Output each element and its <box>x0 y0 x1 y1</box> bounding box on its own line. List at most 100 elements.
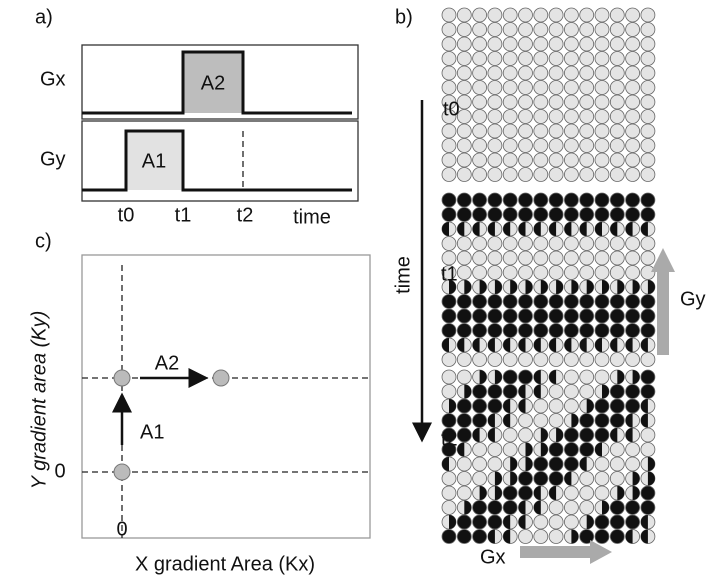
spin <box>564 207 579 222</box>
spin <box>609 456 625 472</box>
spin <box>625 192 640 208</box>
spin <box>564 36 579 52</box>
spin <box>548 109 564 124</box>
spin <box>625 123 640 139</box>
spin <box>640 207 656 222</box>
area-label: A2 <box>201 72 225 94</box>
spin <box>564 500 579 515</box>
spin <box>518 192 533 208</box>
spin <box>564 109 579 124</box>
spin <box>609 80 625 95</box>
spin <box>549 338 557 352</box>
spin <box>640 515 648 529</box>
spin <box>456 369 472 385</box>
spin <box>579 338 587 352</box>
spin <box>625 338 633 352</box>
spin <box>602 384 610 399</box>
spin <box>472 338 480 352</box>
spin <box>487 384 503 399</box>
spin <box>494 486 502 500</box>
spin <box>556 280 564 294</box>
time-label: t0 <box>443 98 460 120</box>
gy-box <box>81 120 359 202</box>
spin <box>640 51 656 66</box>
spin <box>502 138 518 153</box>
spin <box>502 152 518 168</box>
spin <box>533 65 549 81</box>
spin <box>456 294 472 309</box>
spin <box>502 123 518 139</box>
spin <box>632 471 640 486</box>
spin <box>487 442 503 457</box>
kspace-point <box>113 369 131 387</box>
spin <box>609 236 625 251</box>
spin <box>586 515 594 529</box>
spin <box>609 265 625 280</box>
spin <box>640 152 656 168</box>
spin <box>502 36 518 52</box>
spin <box>533 138 549 153</box>
spin <box>487 22 503 37</box>
spin <box>518 338 526 352</box>
spin <box>487 7 503 23</box>
spin <box>594 123 610 139</box>
spin <box>487 413 495 428</box>
spin <box>579 471 595 486</box>
spin <box>456 192 472 208</box>
spin <box>625 236 640 251</box>
spin <box>518 500 526 515</box>
spin <box>617 280 625 294</box>
spin <box>472 51 488 66</box>
spin <box>564 352 579 367</box>
spin <box>441 123 457 139</box>
spin <box>609 51 625 66</box>
spin <box>564 152 579 168</box>
spin <box>625 514 640 530</box>
spin <box>594 471 610 486</box>
spin <box>533 51 549 66</box>
spin <box>564 398 579 414</box>
spin <box>564 167 579 182</box>
spin <box>487 36 503 52</box>
spin <box>518 413 533 428</box>
panel-label: a) <box>35 6 53 28</box>
spin <box>540 280 548 294</box>
spin <box>518 515 526 529</box>
spin <box>579 207 595 222</box>
spin <box>456 352 472 367</box>
spin <box>625 294 640 309</box>
spin <box>548 236 564 251</box>
spin <box>609 109 625 124</box>
spin <box>503 399 511 413</box>
spin <box>456 123 472 139</box>
spin <box>548 36 564 52</box>
spin <box>487 428 495 442</box>
spin <box>594 352 610 367</box>
spin <box>472 152 488 168</box>
spin <box>625 138 640 153</box>
spin <box>518 529 533 544</box>
gradient-label: Gx <box>480 546 506 568</box>
spin <box>564 222 572 236</box>
spin <box>609 65 625 81</box>
spin <box>533 413 549 428</box>
spin <box>579 236 595 251</box>
spin <box>487 294 503 309</box>
spin <box>602 500 610 515</box>
spin <box>640 338 648 352</box>
spin <box>487 51 503 66</box>
spin <box>533 236 549 251</box>
spin <box>518 22 533 37</box>
spin <box>533 109 549 124</box>
spin <box>579 94 595 110</box>
gx-box <box>81 44 359 120</box>
spin <box>487 207 503 222</box>
spin <box>579 384 595 399</box>
spin <box>502 65 518 81</box>
spin <box>609 138 625 153</box>
spin <box>456 308 472 324</box>
spin <box>456 265 472 280</box>
spin <box>472 22 488 37</box>
spin <box>609 123 625 139</box>
